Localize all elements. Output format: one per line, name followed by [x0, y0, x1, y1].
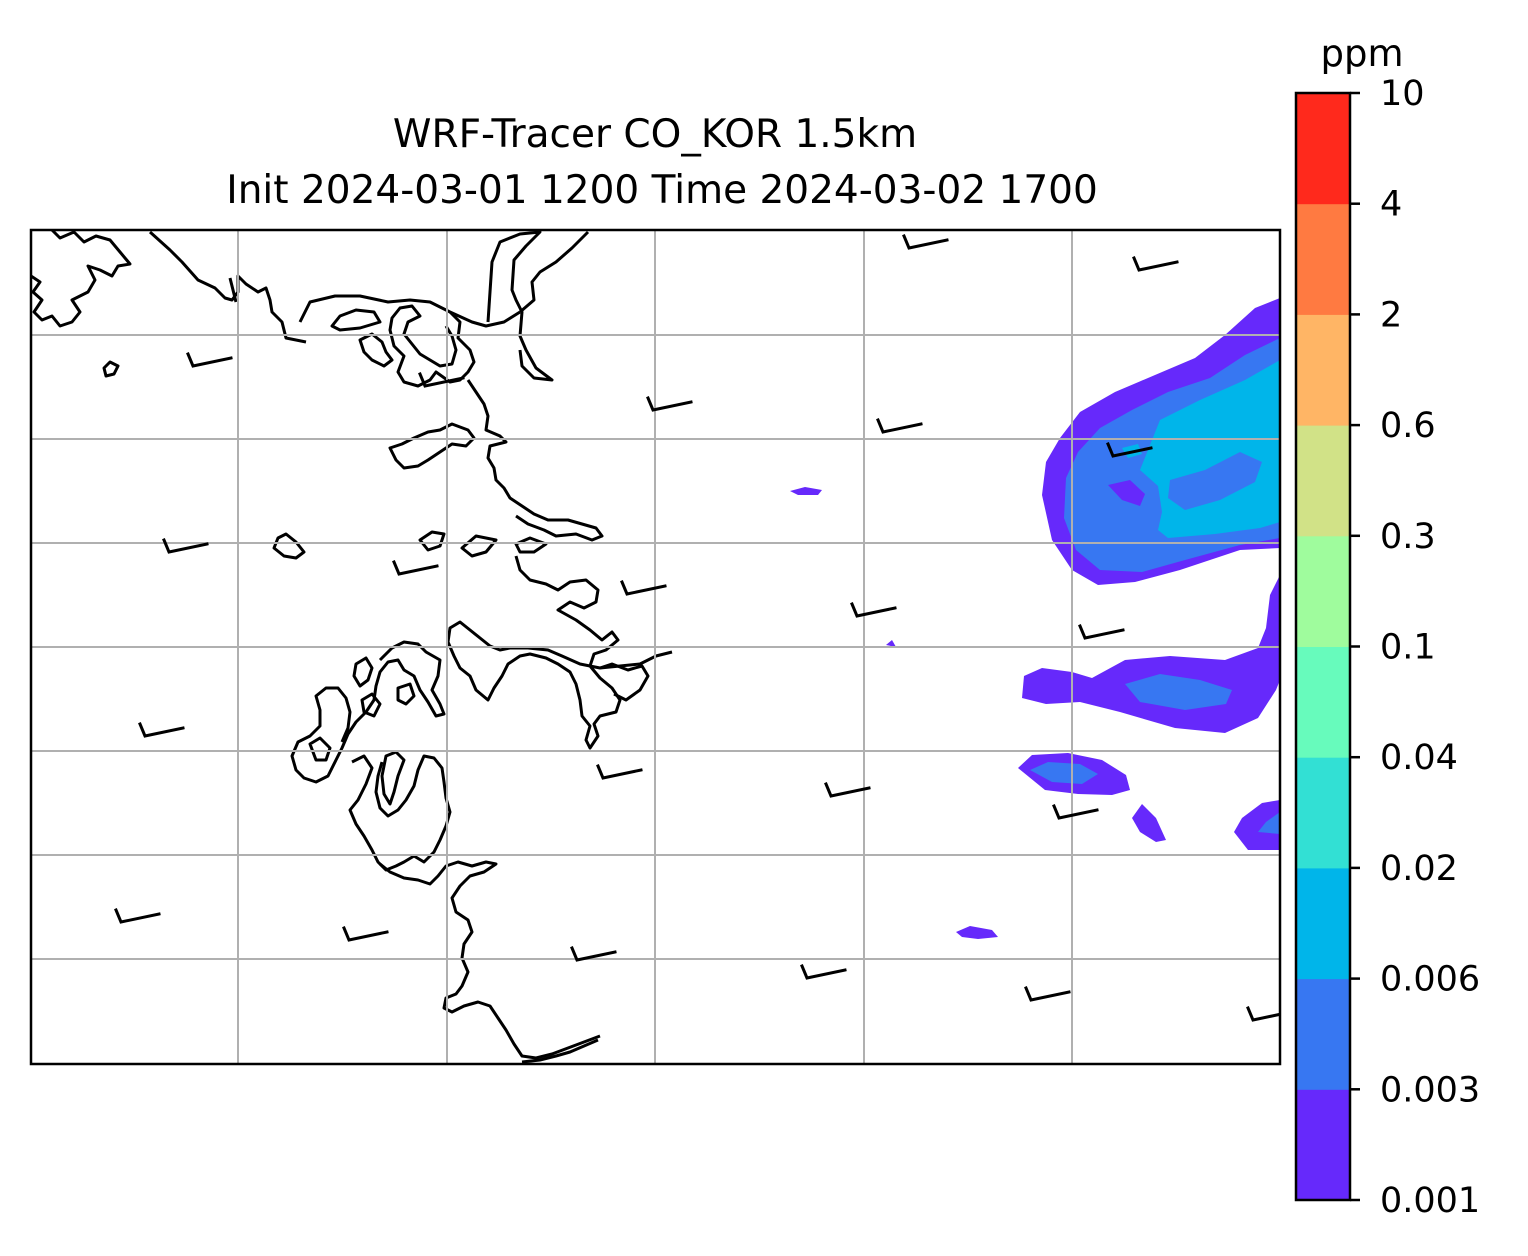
colorbar-tick-label-5: 0.04 [1380, 738, 1458, 778]
wind-barb-4 [418, 372, 465, 388]
wind-barb-15 [824, 782, 871, 798]
coastline-south-tail-2 [521, 1038, 599, 1064]
coastline-west-lump [358, 332, 394, 368]
wind-barb-20 [800, 964, 847, 980]
colorbar-band-2 [1296, 978, 1350, 1090]
coastline-central-isle-2 [418, 530, 446, 552]
wind-barb-10 [620, 580, 667, 596]
wind-barb-1 [902, 234, 949, 250]
wind-barb-19 [570, 946, 617, 962]
concentration-contours [790, 298, 1280, 939]
colorbar-band-1 [1296, 1089, 1350, 1201]
colorbar-tick-label-6: 0.1 [1380, 628, 1436, 668]
wind-barb-5 [646, 396, 693, 412]
coastline-north-inlet-a [486, 230, 554, 382]
coastline-north-main [148, 230, 307, 344]
colorbar-band-8 [1296, 314, 1350, 426]
colorbar-band-7 [1296, 425, 1350, 537]
coastline-peninsula-west [388, 304, 476, 388]
coastline-north-bay [298, 294, 521, 328]
map-frame [29, 228, 1282, 1066]
coastline-nw-peninsula [31, 230, 132, 328]
colorbar: ppm 0.001 0.003 0.006 0.02 0.04 0.1 0.3 0.6 2 4 10 [1294, 32, 1480, 1221]
gridlines [31, 230, 1280, 1064]
contour-speck-1 [790, 487, 822, 495]
wind-barb-13 [138, 722, 185, 738]
wind-barb-12 [1078, 624, 1125, 640]
colorbar-band-5 [1296, 646, 1350, 758]
wind-barb-9 [392, 560, 439, 576]
coastline-central-coast-2 [599, 662, 650, 702]
colorbar-tick-label-10: 4 [1380, 185, 1402, 225]
contour-plume-ne-hole-1 [1168, 452, 1262, 510]
map-title-line-1: WRF-Tracer CO_KOR 1.5km [393, 112, 917, 157]
coastline-central-islands [388, 422, 476, 470]
colorbar-ticks: 0.001 0.003 0.006 0.02 0.04 0.1 0.3 0.6 2 4 10 [1350, 74, 1480, 1221]
coastline-central-coast [446, 555, 673, 750]
contour-small-patch [1132, 804, 1166, 842]
coastline-south-coast [308, 736, 452, 872]
colorbar-unit-label: ppm [1320, 32, 1403, 75]
wind-barb-21 [1024, 986, 1071, 1002]
wind-barb-7 [1106, 442, 1153, 458]
colorbar-tick-label-9: 2 [1380, 295, 1402, 335]
coastline-sw-islands [352, 656, 416, 718]
colorbar-bands [1296, 93, 1350, 1201]
coastline-central-isle-4 [514, 536, 548, 554]
colorbar-band-6 [1296, 535, 1350, 647]
coastline-central-isle-3 [460, 534, 498, 558]
colorbar-tick-label-8: 0.6 [1380, 406, 1436, 446]
colorbar-tick-label-4: 0.02 [1380, 849, 1458, 889]
wind-barb-18 [342, 926, 389, 942]
wind-barb-22 [1246, 1006, 1280, 1022]
wind-barb-8 [162, 538, 209, 554]
contour-plume-ne-hole-2 [1108, 480, 1145, 506]
colorbar-tick-label-3: 0.006 [1380, 960, 1480, 1000]
wind-barb-3 [186, 352, 233, 368]
wind-barb-17 [114, 908, 161, 924]
wind-barbs [114, 234, 1280, 1022]
coastline-nw-islet [102, 360, 120, 378]
wind-barb-2 [1132, 256, 1179, 272]
coastline-south-inner [380, 750, 406, 806]
wind-barb-16 [1052, 804, 1099, 820]
coastline-west-central-bay [466, 379, 604, 542]
contour-band-mid-level-1 [1022, 575, 1280, 733]
coastline-central-isle-1 [272, 532, 306, 560]
coastline-north-inlet-b [519, 230, 590, 314]
colorbar-tick-label-11: 10 [1380, 74, 1425, 114]
colorbar-band-3 [1296, 867, 1350, 980]
colorbar-tick-label-2: 0.003 [1380, 1070, 1480, 1110]
map-title-line-2: Init 2024-03-01 1200 Time 2024-03-02 170… [226, 168, 1098, 213]
coastline-north-island [330, 308, 382, 332]
contour-speck-2 [956, 926, 998, 939]
colorbar-band-10 [1296, 93, 1350, 205]
colorbar-tick-label-1: 0.001 [1380, 1181, 1480, 1221]
colorbar-tick-label-7: 0.3 [1380, 517, 1436, 557]
colorbar-band-4 [1296, 757, 1350, 869]
contour-band-mid-level-2 [1125, 674, 1232, 710]
contour-se-edge-level-2 [1258, 812, 1280, 834]
contour-se-edge-level-1 [1234, 800, 1280, 850]
wind-barb-11 [850, 602, 897, 618]
wind-barb-14 [596, 764, 643, 780]
map-panel [31, 230, 1280, 1064]
colorbar-band-9 [1296, 203, 1350, 315]
contour-speck-3 [886, 640, 896, 647]
contour-south-blob-level-2 [1030, 762, 1098, 784]
wind-barb-6 [876, 418, 923, 434]
